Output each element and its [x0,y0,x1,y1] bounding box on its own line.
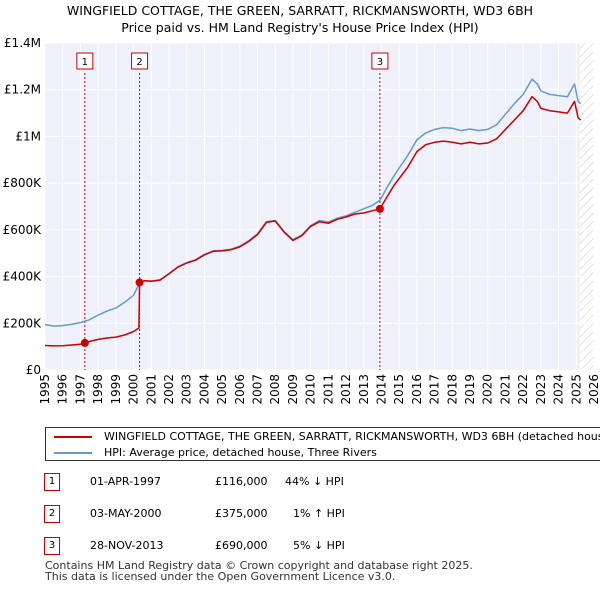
x-tick-label: 1999 [109,374,123,405]
x-tick-label: 2015 [392,374,406,405]
sale-label: 3 [377,57,383,68]
x-tick-label: 2003 [180,374,194,405]
property-price-line [44,95,582,347]
y-tick-label: £1.4M [4,36,41,50]
y-tick-label: £800K [3,176,43,190]
chart-title-line1: WINGFIELD COTTAGE, THE GREEN, SARRATT, R… [66,3,534,18]
x-tick-label: 2007 [251,374,265,405]
sale-point [80,338,89,347]
x-tick-label: 2009 [286,374,300,405]
x-tick-label: 2022 [516,374,530,405]
legend-item-property: WINGFIELD COTTAGE, THE GREEN, SARRATT, R… [54,429,600,445]
x-tick-label: 1995 [38,374,52,405]
x-tick-label: 2017 [428,374,442,405]
x-tick-label: 2006 [233,374,247,405]
sale-label-box [131,52,149,70]
x-tick-label: 2014 [374,374,388,405]
footer-licence: This data is licensed under the Open Gov… [45,570,396,583]
y-tick-label: £400K [3,270,43,284]
price-chart: £0 £200K £400K £600K £800K £1M £1.2M £1.4M 1995 1… [3,36,600,405]
sale-label: 1 [82,57,88,68]
legend-item-hpi: HPI: Average price, detached house, Thre… [54,445,377,461]
x-tick-label: 2018 [445,374,459,405]
sale-label-box [371,52,389,70]
x-tick-label: 1997 [73,374,87,405]
x-tick-label: 2002 [162,374,176,405]
future-hatch [579,43,594,370]
legend-swatch-hpi [54,452,92,454]
sale-hpi-diff: 1% ↑ HPI [293,507,345,520]
sale-label-box [76,52,94,70]
sale-point [375,204,384,213]
y-tick-label: £1.2M [4,83,41,97]
sale-price: £116,000 [215,475,268,488]
y-tick-label: £600K [3,223,43,237]
x-tick-label: 2024 [552,374,566,405]
sale-badge: 1 [44,473,60,491]
sale-date: 28-NOV-2013 [90,539,164,552]
y-tick-label: £200K [3,316,43,330]
x-tick-label: 2008 [268,374,282,405]
x-tick-label: 2016 [410,374,424,405]
x-tick-label: 2025 [569,374,583,405]
sale-price: £375,000 [215,507,268,520]
sale-hpi-diff: 5% ↓ HPI [293,539,345,552]
x-tick-label: 2010 [304,374,318,405]
x-tick-label: 2013 [357,374,371,405]
x-tick-label: 1998 [91,374,105,405]
x-tick-label: 2004 [197,374,211,405]
legend-label-property: WINGFIELD COTTAGE, THE GREEN, SARRATT, R… [104,430,600,443]
x-tick-label: 2012 [339,374,353,405]
sale-point [135,278,144,287]
sale-date: 03-MAY-2000 [90,507,162,520]
x-tick-label: 2019 [463,374,477,405]
x-tick-label: 1996 [56,374,70,405]
y-tick-label: £0 [26,363,41,377]
x-tick-label: 2026 [587,374,600,405]
sale-hpi-diff: 44% ↓ HPI [285,475,344,488]
y-tick-label: £1M [15,129,41,143]
x-tick-label: 2000 [127,374,141,405]
sale-date: 01-APR-1997 [90,475,162,488]
sale-price: £690,000 [215,539,268,552]
legend-swatch-property [54,436,92,438]
x-tick-label: 2020 [481,374,495,405]
sale-badge: 3 [44,537,60,555]
legend-label-hpi: HPI: Average price, detached house, Thre… [104,446,377,459]
x-tick-label: 2001 [144,374,158,405]
x-tick-label: 2021 [498,374,512,405]
footer: Contains HM Land Registry data © Crown c… [45,560,473,582]
plot-area [45,43,594,370]
x-tick-label: 2023 [534,374,548,405]
sale-badge: 2 [44,505,60,523]
footer-copyright: Contains HM Land Registry data © Crown c… [45,559,473,572]
legend: WINGFIELD COTTAGE, THE GREEN, SARRATT, R… [45,427,600,461]
x-tick-label: 2005 [215,374,229,405]
x-tick-label: 2011 [321,374,335,405]
sale-label: 2 [136,57,142,68]
chart-title-line2: Price paid vs. HM Land Registry's House … [121,20,479,35]
